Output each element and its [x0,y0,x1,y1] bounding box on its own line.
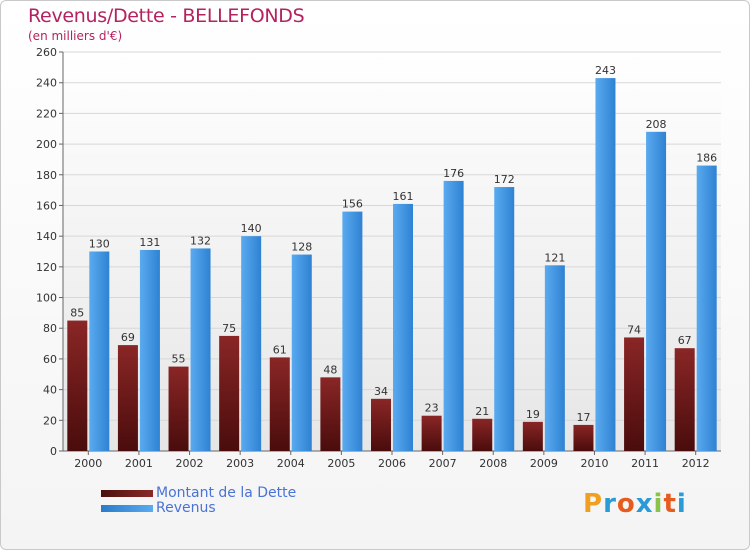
bar-dette [522,421,543,451]
data-label-dette: 61 [273,343,287,356]
bar-dette [421,415,442,451]
logo-letter: o [616,489,636,519]
data-label-dette: 21 [475,405,489,418]
bar-dette [472,418,493,451]
logo-letter: t [663,489,677,519]
x-tick-label: 2007 [429,457,457,470]
x-tick-label: 2006 [378,457,406,470]
data-label-dette: 69 [121,331,135,344]
data-label-revenus: 176 [443,167,464,180]
data-label-revenus: 172 [494,173,515,186]
y-tick-label: 200 [36,138,57,151]
legend-label-revenus: Revenus [156,500,216,516]
bar-dette [624,337,645,451]
data-label-revenus: 130 [89,238,110,251]
legend-label-dette: Montant de la Dette [156,485,297,501]
logo-letter: i [676,489,687,519]
y-tick-label: 240 [36,77,57,90]
data-label-dette: 75 [222,322,236,335]
bar-revenus [494,187,515,452]
bar-dette [117,345,138,451]
bar-revenus [190,248,211,451]
x-tick-label: 2003 [226,457,254,470]
data-label-dette: 85 [70,307,84,320]
bar-revenus [443,180,464,451]
bar-revenus [696,165,717,452]
data-label-dette: 74 [627,323,641,336]
x-tick-label: 2011 [631,457,659,470]
logo-letter: x [635,489,654,519]
data-label-dette: 17 [576,411,590,424]
x-tick-label: 2005 [327,457,355,470]
data-label-dette: 34 [374,385,388,398]
data-label-revenus: 132 [190,234,211,247]
data-label-revenus: 208 [646,118,667,131]
y-tick-label: 60 [43,353,57,366]
bar-dette [371,398,391,451]
data-label-revenus: 156 [342,198,363,211]
y-tick-label: 120 [36,261,57,274]
y-tick-label: 20 [43,414,57,427]
data-label-revenus: 243 [595,64,616,77]
bar-dette [67,320,88,451]
y-tick-label: 180 [36,169,57,182]
x-tick-label: 2009 [530,457,558,470]
plot-area [63,52,721,451]
data-label-dette: 23 [425,402,439,415]
bar-dette [168,366,189,451]
legend-swatch-dette [101,490,153,497]
bar-revenus [89,251,110,451]
data-label-revenus: 140 [241,222,262,235]
bar-revenus [544,265,565,451]
y-tick-label: 100 [36,292,57,305]
x-tick-label: 2012 [682,457,710,470]
data-label-revenus: 121 [544,251,565,264]
bar-dette [320,377,341,451]
bar-revenus [241,236,262,451]
data-label-revenus: 186 [696,152,717,165]
bar-revenus [291,254,312,451]
x-tick-label: 2001 [125,457,153,470]
logo-letter: r [603,489,617,519]
bar-revenus [139,249,160,451]
x-tick-label: 2000 [74,457,102,470]
data-label-revenus: 131 [139,236,160,249]
proxiti-logo: Proxiti [583,489,687,519]
data-label-revenus: 161 [393,190,414,203]
bar-dette [219,335,240,451]
bar-revenus [342,211,363,451]
bar-dette [573,424,594,451]
bar-revenus [595,78,616,451]
y-tick-label: 140 [36,230,57,243]
y-tick-label: 0 [50,445,57,458]
data-label-dette: 48 [323,363,337,376]
data-label-dette: 67 [678,334,692,347]
y-tick-label: 260 [36,46,57,59]
bar-revenus [393,203,413,451]
data-label-dette: 19 [526,408,540,421]
y-tick-label: 80 [43,322,57,335]
x-tick-label: 2010 [580,457,608,470]
bar-revenus [646,131,667,452]
bar-dette [269,357,290,451]
y-tick-label: 40 [43,384,57,397]
y-tick-label: 220 [36,107,57,120]
x-tick-label: 2002 [176,457,204,470]
chart-subtitle: (en milliers d'€) [28,29,123,43]
data-label-revenus: 128 [291,241,312,254]
legend-swatch-revenus [101,505,153,512]
bar-dette [674,348,695,451]
y-tick-label: 160 [36,199,57,212]
chart-title: Revenus/Dette - BELLEFONDS [28,5,305,27]
logo-letter: P [583,489,604,519]
x-tick-label: 2004 [277,457,305,470]
data-label-dette: 55 [172,353,186,366]
x-tick-label: 2008 [479,457,507,470]
logo-letter: i [653,489,664,519]
